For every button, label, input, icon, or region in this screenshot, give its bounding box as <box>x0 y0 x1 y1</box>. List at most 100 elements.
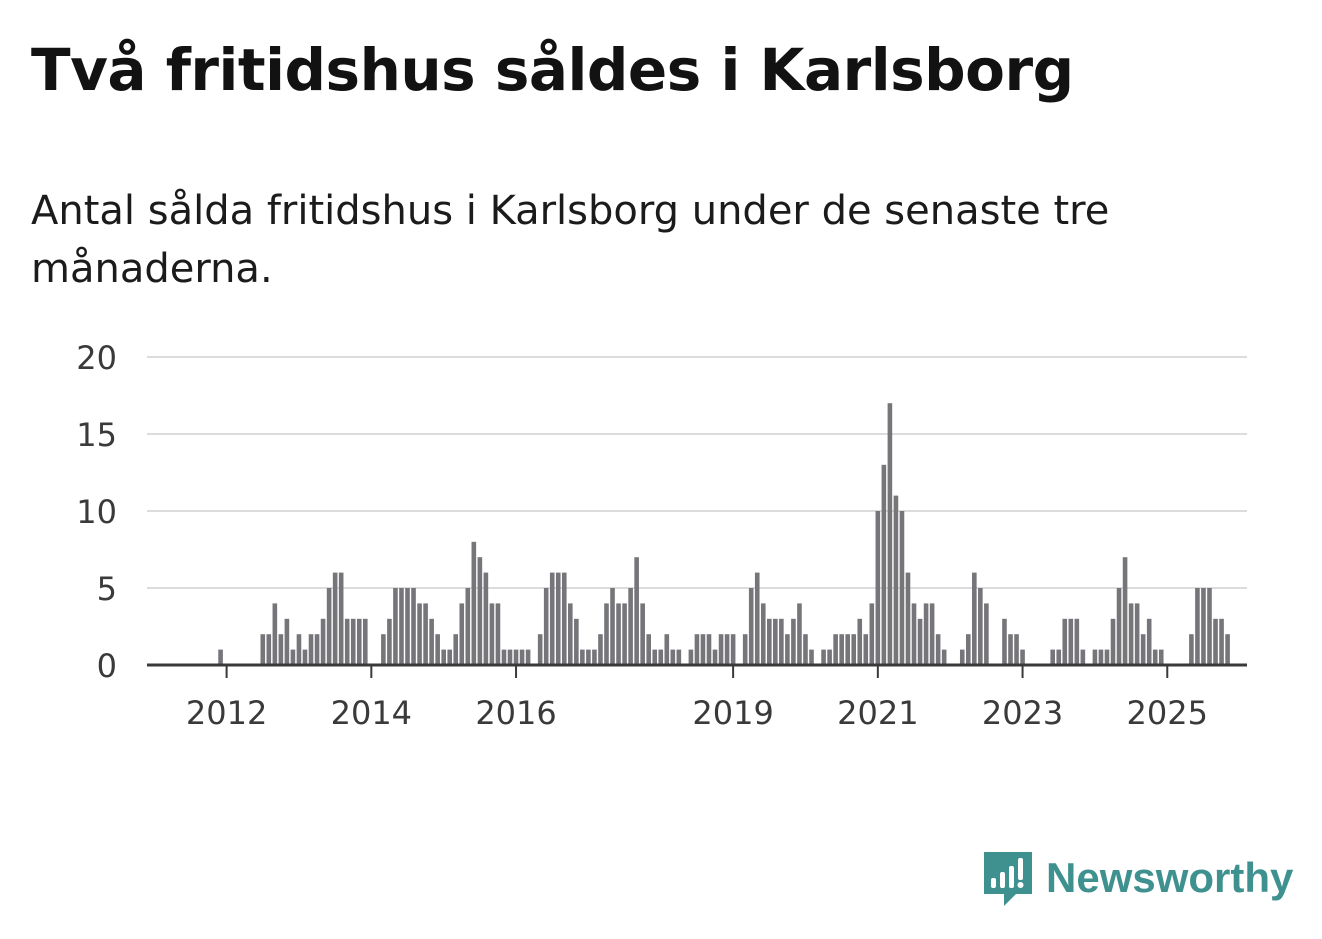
bar <box>1219 618 1224 665</box>
bar <box>899 511 905 665</box>
bar <box>972 572 977 665</box>
bar <box>1140 634 1146 665</box>
bar <box>959 649 965 665</box>
x-tick-label: 2012 <box>186 694 267 732</box>
bar <box>863 634 869 665</box>
bar <box>905 572 911 665</box>
bar <box>314 634 320 665</box>
bar <box>851 634 857 665</box>
bar <box>561 572 567 665</box>
bar <box>760 603 766 665</box>
bar <box>501 649 507 665</box>
bar <box>1068 618 1074 665</box>
y-tick-label: 15 <box>76 416 117 454</box>
bar <box>604 603 609 665</box>
gridlines <box>147 356 1247 589</box>
bar <box>1074 618 1080 665</box>
bar <box>694 634 700 665</box>
bar <box>1056 649 1062 665</box>
bar <box>929 603 935 665</box>
newsworthy-logo[interactable]: Newsworthy <box>980 848 1293 908</box>
bar <box>326 588 332 665</box>
bar <box>978 588 983 665</box>
bar <box>580 649 585 665</box>
bar <box>489 603 495 665</box>
bar <box>1098 649 1104 665</box>
bar <box>320 618 326 665</box>
y-tick-label: 0 <box>97 647 117 685</box>
newsworthy-logo-icon <box>984 852 1032 906</box>
bar <box>447 649 453 665</box>
y-tick-label: 10 <box>76 493 117 531</box>
bar <box>338 572 344 665</box>
bar <box>350 618 356 665</box>
bar <box>435 634 440 665</box>
bar <box>658 649 664 665</box>
bar <box>284 618 290 665</box>
y-tick-label: 20 <box>76 339 117 377</box>
bar <box>634 557 639 665</box>
bar <box>724 634 730 665</box>
bar <box>1050 649 1056 665</box>
bar <box>857 618 863 665</box>
highlight-value-label: 2 <box>1230 0 1249 8</box>
bar <box>543 588 549 665</box>
bar <box>1158 649 1164 665</box>
bar <box>598 634 603 665</box>
bar <box>809 649 814 665</box>
bar <box>664 634 670 665</box>
bar <box>399 588 404 665</box>
x-tick-label: 2019 <box>692 694 773 732</box>
bar <box>525 649 531 665</box>
bar <box>965 634 971 665</box>
x-tick-label: 2016 <box>475 694 556 732</box>
bar <box>574 618 579 665</box>
bar <box>1116 588 1122 665</box>
bar <box>302 649 308 665</box>
bar <box>453 634 459 665</box>
bar <box>1128 603 1134 665</box>
bar <box>730 634 736 665</box>
bar <box>911 603 917 665</box>
bar <box>441 649 446 665</box>
bar <box>495 603 501 665</box>
bar <box>423 603 428 665</box>
x-tick-label: 2025 <box>1127 694 1208 732</box>
bar <box>393 588 398 665</box>
bar <box>754 572 760 665</box>
bar <box>869 603 875 665</box>
bar <box>1002 618 1007 665</box>
bar <box>296 634 302 665</box>
x-axis-ticks: 2012 2014 2016 2019 2021 2023 2025 <box>147 663 1247 732</box>
bar <box>742 634 748 665</box>
bar <box>266 634 272 665</box>
bar <box>471 541 477 665</box>
bar <box>628 588 633 665</box>
bar <box>688 649 694 665</box>
bar <box>917 618 923 665</box>
chart-subtitle: Antal sålda fritidshus i Karlsborg under… <box>31 188 1110 292</box>
bar <box>278 634 284 665</box>
bar <box>767 618 772 665</box>
x-tick-label: 2021 <box>837 694 918 732</box>
bar <box>1201 588 1206 665</box>
bar <box>779 618 784 665</box>
bar <box>519 649 525 665</box>
bar <box>791 618 796 665</box>
y-tick-label: 5 <box>97 570 117 608</box>
bar <box>429 618 434 665</box>
bar <box>465 588 471 665</box>
bar <box>712 649 718 665</box>
bar <box>646 634 651 665</box>
bar <box>718 634 724 665</box>
y-axis-ticks: 0 5 10 15 20 <box>76 339 117 685</box>
bar <box>1152 649 1158 665</box>
bar <box>1008 634 1013 665</box>
bar <box>839 634 844 665</box>
bar <box>1207 588 1212 665</box>
brand-name: Newsworthy <box>1046 854 1294 901</box>
bar-chart: 0 5 10 15 20 2 2012 2014 2016 2019 2021 2023 2025 <box>76 0 1249 732</box>
bar <box>568 603 573 665</box>
x-tick-label: 2023 <box>982 694 1063 732</box>
bar <box>513 649 519 665</box>
